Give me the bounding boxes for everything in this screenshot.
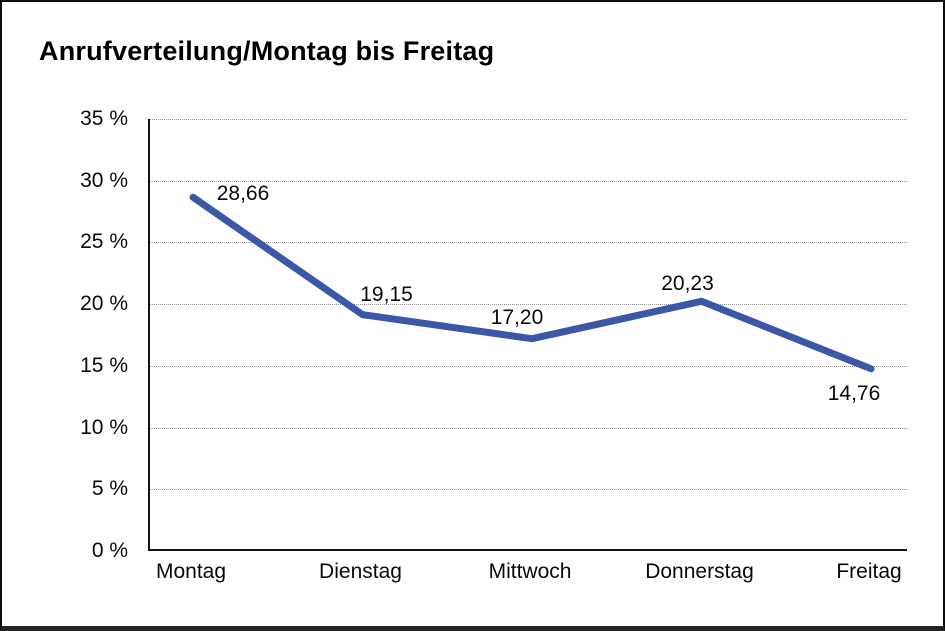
y-tick-label: 10 % xyxy=(80,415,128,439)
plot-area xyxy=(148,119,907,551)
y-tick-label: 0 % xyxy=(91,539,128,562)
x-tick-label: Montag xyxy=(155,560,227,583)
gridline xyxy=(150,304,907,306)
gridline xyxy=(150,180,907,182)
x-tick-label: Dienstag xyxy=(319,560,402,583)
y-tick-label: 20 % xyxy=(80,292,128,316)
series-line xyxy=(189,193,875,373)
data-point-label: 14,76 xyxy=(827,381,881,405)
gridline xyxy=(150,242,907,244)
y-tick-label: 30 % xyxy=(80,168,128,192)
y-tick-label: 35 % xyxy=(80,107,128,130)
x-tick-label: Mittwoch xyxy=(488,560,572,583)
x-tick-label: Freitag xyxy=(836,560,902,583)
data-point-label: 20,23 xyxy=(661,272,714,296)
gridline xyxy=(150,365,907,367)
gridline xyxy=(150,119,907,120)
chart-title: Anrufverteilung/Montag bis Freitag xyxy=(39,36,495,66)
y-tick-label: 5 % xyxy=(91,477,128,501)
gridline xyxy=(150,427,907,429)
y-tick-label: 15 % xyxy=(80,353,128,377)
x-tick-label: Donnerstag xyxy=(645,560,754,583)
line-chart-svg xyxy=(189,193,875,373)
data-point-label: 28,66 xyxy=(216,182,270,206)
data-point-label: 19,15 xyxy=(360,282,413,306)
y-tick-label: 25 % xyxy=(80,230,128,254)
gridline xyxy=(150,489,907,491)
data-point-label: 17,20 xyxy=(490,305,544,329)
